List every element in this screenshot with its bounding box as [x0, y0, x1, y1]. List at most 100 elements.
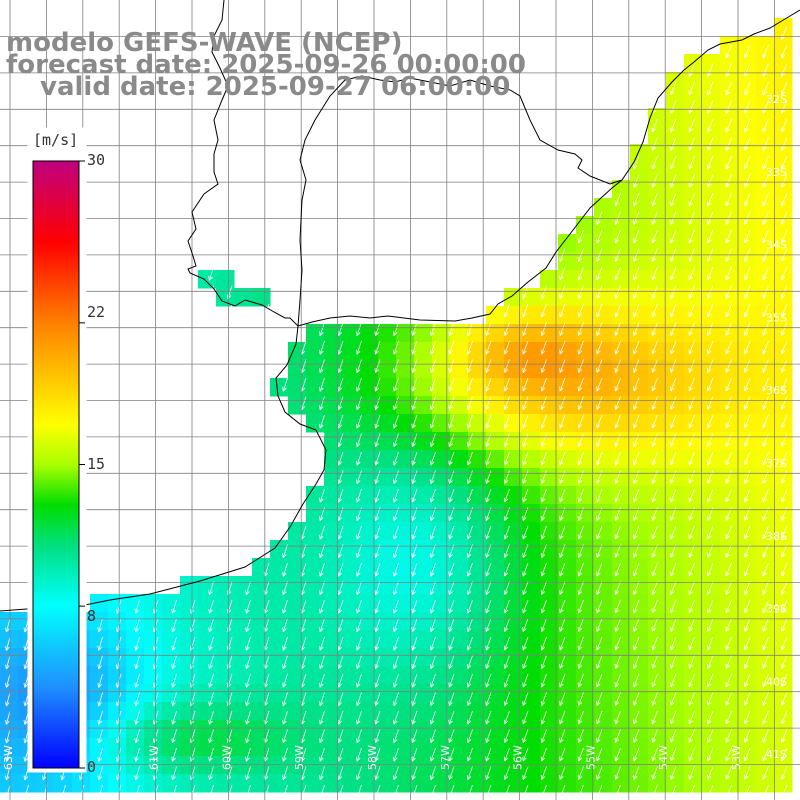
wind-arrow	[577, 729, 584, 743]
field-cell	[216, 702, 235, 721]
field-cell	[756, 270, 775, 289]
field-cell	[522, 648, 541, 667]
field-cell	[738, 72, 757, 91]
wind-arrow	[337, 544, 344, 559]
latitude-label: 36S	[766, 384, 787, 397]
field-cell	[738, 576, 757, 595]
field-cell	[702, 126, 721, 145]
field-cell	[450, 648, 469, 667]
wind-arrow	[393, 581, 399, 596]
field-cell	[756, 702, 775, 721]
wind-arrow	[393, 673, 399, 688]
field-cell	[756, 342, 775, 361]
field-cell	[648, 180, 667, 199]
field-cell	[576, 612, 595, 631]
field-cell	[666, 486, 685, 505]
longitude-label: 57W	[439, 745, 452, 770]
field-cell	[108, 630, 127, 649]
wind-arrow	[503, 396, 510, 410]
field-cell	[540, 576, 559, 595]
field-cell	[630, 144, 649, 163]
field-cell	[540, 306, 559, 325]
field-cell	[378, 666, 397, 685]
field-cell	[594, 702, 613, 721]
wind-arrow	[134, 729, 140, 744]
wind-arrow	[614, 266, 621, 281]
wind-arrow	[171, 655, 177, 670]
wind-arrow	[633, 636, 640, 651]
latitude-label: 41S	[766, 748, 787, 761]
field-cell	[558, 666, 577, 685]
field-cell	[594, 432, 613, 451]
wind-arrow	[651, 655, 658, 669]
wind-arrow	[189, 766, 196, 781]
field-cell	[360, 324, 379, 343]
wind-arrow	[633, 581, 640, 595]
wind-arrow	[577, 229, 584, 244]
field-cell	[342, 414, 361, 433]
field-cell	[684, 306, 703, 325]
wind-arrow	[743, 710, 751, 725]
wind-arrow	[707, 359, 714, 373]
field-cell	[414, 486, 433, 505]
wind-arrow	[780, 544, 788, 558]
wind-arrow	[485, 747, 492, 762]
wind-arrow	[707, 192, 714, 207]
wind-arrow	[762, 636, 769, 651]
wind-arrow	[780, 470, 788, 484]
field-cell	[504, 612, 523, 631]
field-cell	[126, 648, 145, 667]
field-cell	[288, 522, 307, 541]
wind-arrow	[448, 618, 455, 632]
field-cell	[144, 612, 163, 631]
wind-arrow	[356, 451, 362, 466]
field-cell	[702, 288, 721, 307]
field-cell	[594, 756, 613, 775]
field-cell	[738, 540, 757, 559]
field-cell	[306, 684, 325, 703]
wind-arrow	[522, 784, 529, 799]
field-cell	[576, 432, 595, 451]
field-cell	[612, 576, 631, 595]
wind-arrow	[522, 710, 529, 725]
wind-arrow	[337, 784, 344, 799]
wind-arrow	[356, 784, 362, 799]
field-cell	[756, 540, 775, 559]
field-cell	[432, 486, 451, 505]
wind-arrow	[577, 470, 584, 484]
latitude-label: 37S	[766, 457, 787, 470]
wind-arrow	[245, 655, 251, 670]
wind-arrow	[319, 729, 325, 744]
wind-arrow	[633, 673, 640, 688]
field-cell	[234, 630, 253, 649]
field-cell	[306, 360, 325, 379]
field-cell	[702, 306, 721, 325]
field-cell	[684, 450, 703, 469]
wind-arrow	[522, 747, 529, 762]
field-cell	[486, 360, 505, 379]
field-cell	[702, 324, 721, 343]
field-cell	[144, 702, 163, 721]
longitude-label: 63W	[2, 745, 15, 770]
wind-arrow	[670, 729, 677, 743]
field-cell	[738, 378, 757, 397]
field-cell	[90, 684, 109, 703]
field-cell	[450, 594, 469, 613]
wind-arrow	[651, 322, 658, 336]
field-cell	[126, 594, 145, 613]
wind-arrow	[429, 636, 436, 651]
wind-arrow	[522, 433, 529, 447]
wind-arrow	[448, 396, 455, 410]
wind-arrow	[189, 673, 196, 688]
wind-arrow	[780, 414, 788, 429]
field-cell	[108, 684, 127, 703]
field-cell	[252, 648, 271, 667]
field-cell	[378, 432, 397, 451]
wind-arrow	[411, 488, 418, 503]
wind-arrow	[577, 618, 584, 632]
wind-arrow	[282, 618, 288, 633]
wind-arrow	[393, 692, 399, 707]
colorbar-tick-label-22: 22	[87, 303, 106, 321]
wind-arrow	[633, 285, 640, 299]
field-cell	[450, 720, 469, 739]
